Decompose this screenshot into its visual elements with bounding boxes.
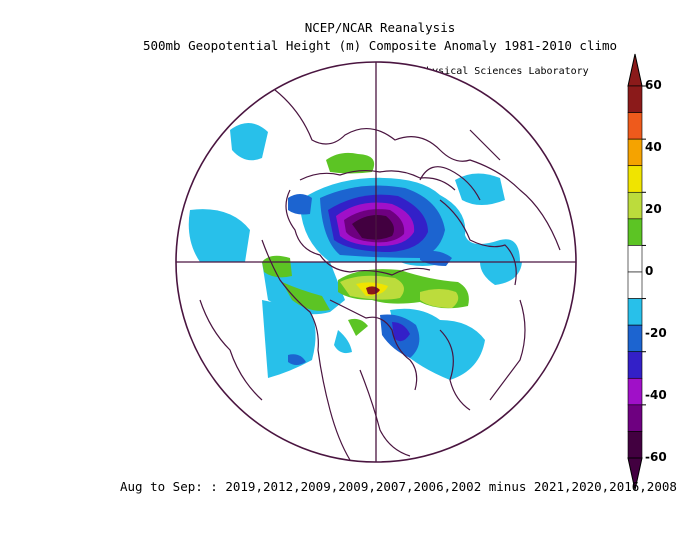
- colorbar-arrow-bottom: [627, 457, 643, 491]
- composite-years-label: Aug to Sep: : 2019,2012,2009,2009,2007,2…: [120, 479, 677, 494]
- coastlines: [199, 89, 561, 461]
- colorbar-tick-neg60: -60: [645, 450, 667, 464]
- colorbar-cell: [627, 245, 643, 273]
- colorbar-cell: [627, 351, 643, 379]
- colorbar-cell: [627, 191, 643, 220]
- colorbar-cell: [627, 404, 643, 432]
- colorbar-tick-0: 0: [645, 264, 654, 278]
- colorbar-tick-neg20: -20: [645, 326, 667, 340]
- colorbar-cell: [627, 85, 643, 113]
- colorbar-tick-40: 40: [645, 140, 662, 154]
- colorbar-cell: [627, 218, 643, 246]
- colorbar-cell: [627, 138, 643, 167]
- anomaly-shading: [188, 122, 522, 380]
- colorbar-cell: [627, 324, 643, 353]
- colorbar-cell: [627, 165, 643, 193]
- colorbar-cell: [627, 112, 643, 140]
- chart-title: NCEP/NCAR Reanalysis: [304, 20, 456, 35]
- colorbar-cell: [627, 377, 643, 406]
- colorbar-tick-20: 20: [645, 202, 662, 216]
- colorbar-cell: [627, 431, 643, 459]
- chart-subtitle: 500mb Geopotential Height (m) Composite …: [142, 38, 618, 53]
- colorbar-cell: [627, 271, 643, 299]
- colorbar-cell: [627, 298, 643, 326]
- map-boundary: [175, 61, 577, 463]
- colorbar-tick-neg40: -40: [645, 388, 667, 402]
- colorbar-arrow-top: [627, 53, 643, 87]
- colorbar-tick-60: 60: [645, 78, 662, 92]
- credit-label: NOAA Physical Sciences Laboratory: [390, 66, 589, 77]
